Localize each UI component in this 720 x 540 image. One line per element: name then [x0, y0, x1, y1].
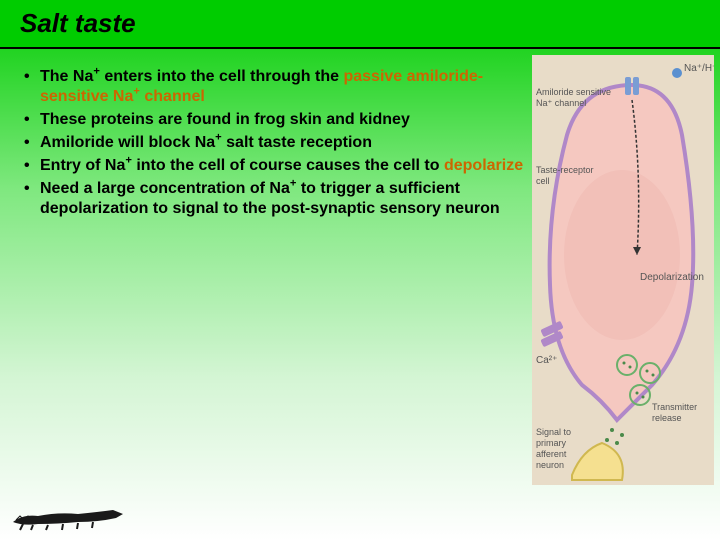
bullet-item: Entry of Na+ into the cell of course cau… [20, 156, 524, 176]
crocodile-icon [8, 492, 128, 532]
channel-label: Amiloride sensitive [536, 87, 611, 97]
cell-label: Taste-receptor [536, 165, 594, 175]
ion-label: Na⁺/H⁺ [684, 63, 714, 74]
transmitter-label: Transmitter [652, 402, 697, 412]
taste-cell-diagram: Na⁺/H⁺ Amiloride sensitive Na⁺ channel T… [532, 55, 714, 485]
bullet-item: Amiloride will block Na+ salt taste rece… [20, 133, 524, 153]
bullet-item: These proteins are found in frog skin an… [20, 110, 524, 130]
signal-label: Signal to [536, 427, 571, 437]
bullet-item: Need a large concentration of Na+ to tri… [20, 179, 524, 219]
svg-text:Na⁺ channel: Na⁺ channel [536, 98, 586, 108]
page-title: Salt taste [20, 8, 700, 39]
depolarization-label: Depolarization [640, 272, 704, 283]
svg-text:afferent: afferent [536, 449, 567, 459]
calcium-label: Ca²⁺ [536, 355, 557, 366]
bullet-list: The Na+ enters into the cell through the… [20, 67, 530, 222]
svg-text:release: release [652, 413, 682, 423]
svg-text:neuron: neuron [536, 460, 564, 470]
svg-text:primary: primary [536, 438, 567, 448]
bullet-item: The Na+ enters into the cell through the… [20, 67, 524, 107]
svg-text:cell: cell [536, 176, 550, 186]
title-bar: Salt taste [0, 0, 720, 49]
